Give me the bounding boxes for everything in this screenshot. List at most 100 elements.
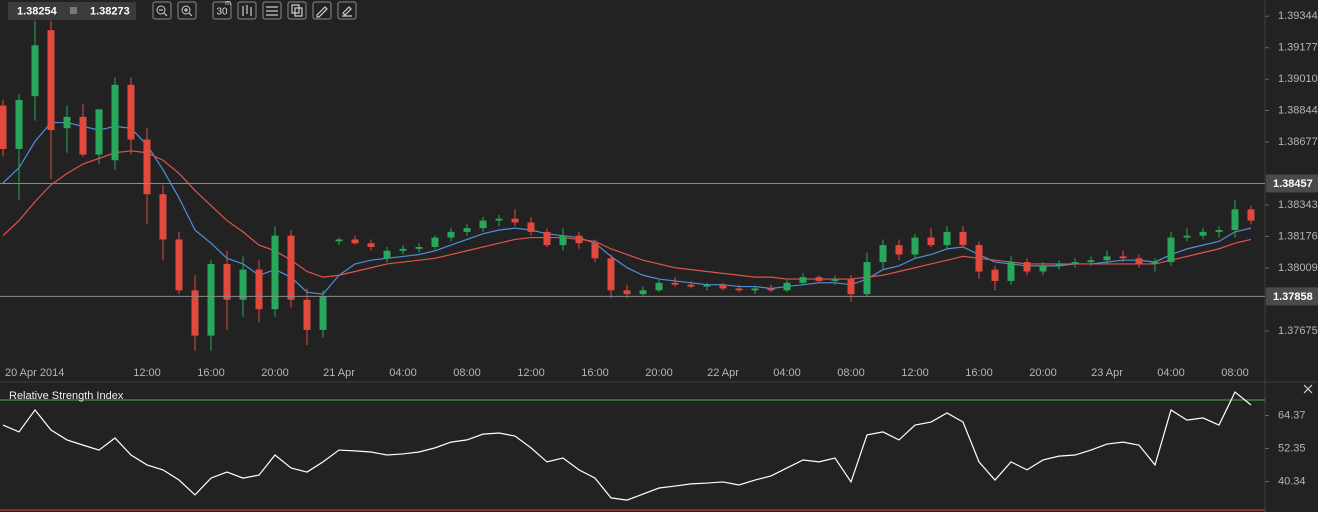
candle-body [719, 284, 727, 289]
close-panel-button[interactable] [1303, 384, 1313, 394]
candle-body [783, 282, 791, 291]
candle-body [303, 299, 311, 330]
candle-body [111, 84, 119, 161]
candle-body [831, 279, 839, 281]
x-tick-label: 20:00 [261, 367, 289, 379]
candle-body [223, 263, 231, 300]
candle-body [1039, 265, 1047, 272]
candle-body [543, 231, 551, 246]
candle-body [191, 290, 199, 336]
x-tick-label: 04:00 [773, 367, 801, 379]
candle-body [175, 239, 183, 291]
x-tick-label: 12:00 [517, 367, 545, 379]
candle-body [1183, 235, 1191, 238]
y-tick-label: 64.37 [1278, 409, 1306, 421]
y-tick-label: 1.39010 [1278, 73, 1318, 85]
candle-body [239, 269, 247, 300]
x-tick-label: 20:00 [1029, 367, 1057, 379]
chart-type-button[interactable] [237, 1, 257, 20]
candle-body [1135, 258, 1143, 264]
price-label: 1.38457 [1273, 178, 1313, 190]
y-tick-label: 1.39344 [1278, 10, 1318, 22]
candle-body [959, 231, 967, 246]
erase-button[interactable] [337, 1, 357, 20]
timeframe: 30 [216, 7, 228, 18]
candle-body [399, 248, 407, 251]
y-tick-label: 1.38343 [1278, 199, 1318, 211]
candle-body [0, 105, 7, 149]
candle-body [1119, 256, 1127, 259]
candle-body [927, 237, 935, 246]
candle-body [1007, 262, 1015, 281]
x-tick-label: 12:00 [901, 367, 929, 379]
candle-body [335, 239, 343, 242]
candle-body [559, 235, 567, 246]
candle-body [751, 288, 759, 291]
x-tick-label: 08:00 [837, 367, 865, 379]
candle-body [463, 228, 471, 232]
candle-body [575, 235, 583, 244]
copy-button[interactable] [287, 1, 307, 20]
timeframe-button[interactable]: 30 m [212, 0, 232, 20]
candle-body [1247, 209, 1255, 221]
x-tick-label: 23 Apr [1091, 367, 1123, 379]
y-tick-label: 1.38844 [1278, 104, 1318, 116]
candle-body [975, 245, 983, 272]
y-tick-label: 1.37675 [1278, 325, 1318, 337]
zoom-in-button[interactable] [177, 1, 197, 20]
x-tick-label: 16:00 [197, 367, 225, 379]
candle-body [511, 218, 519, 223]
candle-body [1023, 262, 1031, 272]
candle-body [447, 231, 455, 238]
candle-body [895, 245, 903, 255]
x-tick-label: 08:00 [453, 367, 481, 379]
x-tick-label: 21 Apr [323, 367, 355, 379]
candle-body [31, 45, 39, 97]
draw-button[interactable] [312, 1, 332, 20]
candle-body [1167, 237, 1175, 263]
candle-body [415, 246, 423, 249]
candle-body [127, 84, 135, 140]
candle-body [943, 231, 951, 246]
candle-body [63, 116, 71, 129]
x-tick-label: 08:00 [1221, 367, 1249, 379]
price-label-bg [1266, 287, 1318, 306]
x-tick-label: 12:00 [133, 367, 161, 379]
candle-body [1071, 262, 1079, 264]
candle-body [351, 239, 359, 244]
y-tick-label: 52.35 [1278, 442, 1306, 454]
x-tick-label: 16:00 [581, 367, 609, 379]
candle-body [431, 237, 439, 247]
candle-body [863, 262, 871, 295]
x-tick-label: 04:00 [1157, 367, 1185, 379]
candle-body [95, 109, 103, 155]
candle-body [1199, 231, 1207, 236]
zoom-out-button[interactable] [152, 1, 172, 20]
rsi-line [2, 391, 1252, 501]
bid-price: 1.38254 [17, 5, 58, 17]
candle-body [1103, 256, 1111, 261]
separator-square [70, 7, 77, 14]
candle-body [159, 194, 167, 240]
candle-body [879, 245, 887, 263]
candle-body [671, 282, 679, 285]
candle-body [319, 296, 327, 330]
candle-body [847, 279, 855, 295]
y-tick-label: 1.38176 [1278, 230, 1318, 242]
y-tick-label: 1.38677 [1278, 136, 1318, 148]
candle-body [143, 139, 151, 195]
candle-body [47, 30, 55, 131]
candle-body [655, 282, 663, 291]
candle-body [79, 116, 87, 155]
y-tick-label: 1.38009 [1278, 262, 1318, 274]
candle-body [1087, 260, 1095, 263]
x-tick-label: 04:00 [389, 367, 417, 379]
x-tick-label: 20 Apr 2014 [5, 367, 64, 379]
x-tick-label: 22 Apr [707, 367, 739, 379]
settings-button[interactable] [262, 1, 282, 20]
y-tick-label: 40.34 [1278, 475, 1306, 487]
price-label: 1.37858 [1273, 291, 1313, 303]
